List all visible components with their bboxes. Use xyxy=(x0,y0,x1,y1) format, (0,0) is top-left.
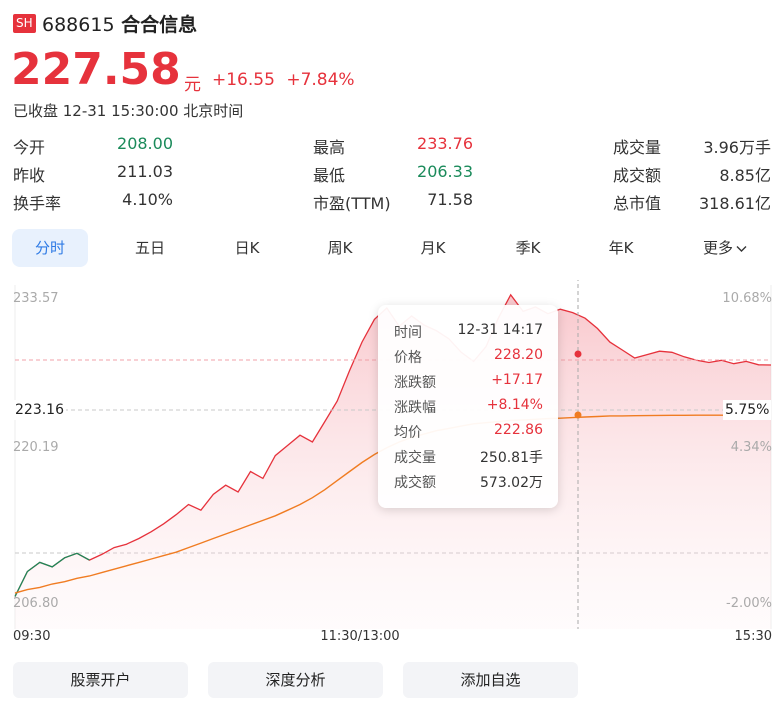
tooltip-value: +17.17 xyxy=(491,372,543,388)
stock-code: 688615 xyxy=(42,14,115,36)
tab-label: 年K xyxy=(608,239,634,257)
tooltip-label: 成交额 xyxy=(394,475,436,491)
stat-value: 8.85亿 xyxy=(719,166,771,185)
chevron-down-icon xyxy=(733,239,747,257)
tab-period-6[interactable]: 年K xyxy=(583,229,659,267)
market-status: 已收盘 12-31 15:30:00 北京时间 xyxy=(13,102,244,120)
x-tick-label: 11:30/13:00 xyxy=(320,629,399,644)
stat-value: 206.33 xyxy=(417,162,473,181)
stat-label: 成交额 xyxy=(613,166,662,185)
stock-name: 合合信息 xyxy=(121,14,198,36)
y-right-tick-label: 4.34% xyxy=(731,440,772,455)
stat-label: 昨收 xyxy=(13,166,46,185)
tooltip-row: 成交量 250.81手 xyxy=(394,447,543,467)
open-account-button[interactable]: 股票开户 xyxy=(13,662,188,698)
stat-value: 3.96万手 xyxy=(703,138,771,157)
crosshair-price-dot xyxy=(574,350,582,358)
y-left-tick-label: 220.19 xyxy=(13,440,59,455)
tooltip-row: 成交额 573.02万 xyxy=(394,472,543,492)
x-tick-label: 09:30 xyxy=(13,629,50,644)
tooltip-label: 涨跌额 xyxy=(394,375,436,391)
tooltip-value: 228.20 xyxy=(494,347,543,363)
tab-more[interactable]: 更多 xyxy=(687,229,763,267)
price-change: +16.55 +7.84% xyxy=(212,70,355,90)
change-amount: +16.55 xyxy=(212,70,275,90)
tooltip-label: 价格 xyxy=(394,350,422,366)
deep-analysis-button[interactable]: 深度分析 xyxy=(208,662,383,698)
stat-label: 换手率 xyxy=(13,194,62,213)
stat-label: 最高 xyxy=(313,138,346,157)
tooltip-value: 250.81手 xyxy=(480,450,543,466)
tooltip-row: 时间 12-31 14:17 xyxy=(394,322,543,342)
tooltip-row: 均价 222.86 xyxy=(394,422,543,442)
tooltip-label: 时间 xyxy=(394,325,422,341)
tab-label: 更多 xyxy=(702,239,733,257)
tab-period-4[interactable]: 月K xyxy=(395,229,471,267)
tooltip-label: 成交量 xyxy=(394,450,436,466)
crosshair-pct-label: 5.75% xyxy=(723,400,772,420)
price-unit: 元 xyxy=(184,75,201,95)
period-tabs: 分时 五日 日K 周K 月K 季K 年K 更多 xyxy=(12,229,773,267)
tab-label: 季K xyxy=(515,239,541,257)
stat-value: 71.58 xyxy=(427,190,473,209)
chart-tooltip: 时间 12-31 14:17 价格 228.20 涨跌额 +17.17 涨跌幅 +8.14% 均… xyxy=(378,305,558,508)
tooltip-row: 价格 228.20 xyxy=(394,347,543,367)
current-price: 227.58 xyxy=(11,44,181,95)
y-left-tick-label: 206.80 xyxy=(13,596,59,611)
x-tick-label: 15:30 xyxy=(735,629,772,644)
stock-title: 688615 合合信息 xyxy=(42,10,197,37)
tab-period-0[interactable]: 分时 xyxy=(12,229,88,267)
tab-label: 五日 xyxy=(134,239,165,257)
tab-period-2[interactable]: 日K xyxy=(209,229,285,267)
stat-value: 211.03 xyxy=(117,162,173,181)
stat-label: 最低 xyxy=(313,166,346,185)
tooltip-value: 573.02万 xyxy=(480,475,543,491)
tooltip-row: 涨跌幅 +8.14% xyxy=(394,397,543,417)
change-percent: +7.84% xyxy=(286,70,355,90)
y-right-tick-label: -2.00% xyxy=(726,596,772,611)
stat-value: 233.76 xyxy=(417,134,473,153)
stat-value: 4.10% xyxy=(122,190,173,209)
price-series-below-close xyxy=(14,552,90,597)
add-watchlist-button[interactable]: 添加自选 xyxy=(403,662,578,698)
stat-label: 成交量 xyxy=(613,138,662,157)
stat-label: 总市值 xyxy=(613,194,662,213)
tooltip-value: 12-31 14:17 xyxy=(457,322,543,338)
tooltip-row: 涨跌额 +17.17 xyxy=(394,372,543,392)
stat-label: 今开 xyxy=(13,138,46,157)
tooltip-value: 222.86 xyxy=(494,422,543,438)
stat-value: 318.61亿 xyxy=(699,194,771,213)
tooltip-label: 涨跌幅 xyxy=(394,400,436,416)
crosshair-avg-dot xyxy=(574,411,582,419)
tab-label: 分时 xyxy=(34,239,65,257)
tab-label: 月K xyxy=(420,239,446,257)
tab-period-5[interactable]: 季K xyxy=(490,229,566,267)
tab-period-3[interactable]: 周K xyxy=(302,229,378,267)
tab-label: 周K xyxy=(327,239,353,257)
y-right-tick-label: 10.68% xyxy=(722,291,772,306)
tab-period-1[interactable]: 五日 xyxy=(112,229,188,267)
crosshair-price-label: 223.16 xyxy=(13,400,66,420)
stat-label: 市盈(TTM) xyxy=(313,194,391,213)
stat-value: 208.00 xyxy=(117,134,173,153)
exchange-badge: SH xyxy=(13,14,36,33)
tooltip-label: 均价 xyxy=(394,425,422,441)
tooltip-value: +8.14% xyxy=(486,397,543,413)
y-left-tick-label: 233.57 xyxy=(13,291,59,306)
tab-label: 日K xyxy=(234,239,260,257)
